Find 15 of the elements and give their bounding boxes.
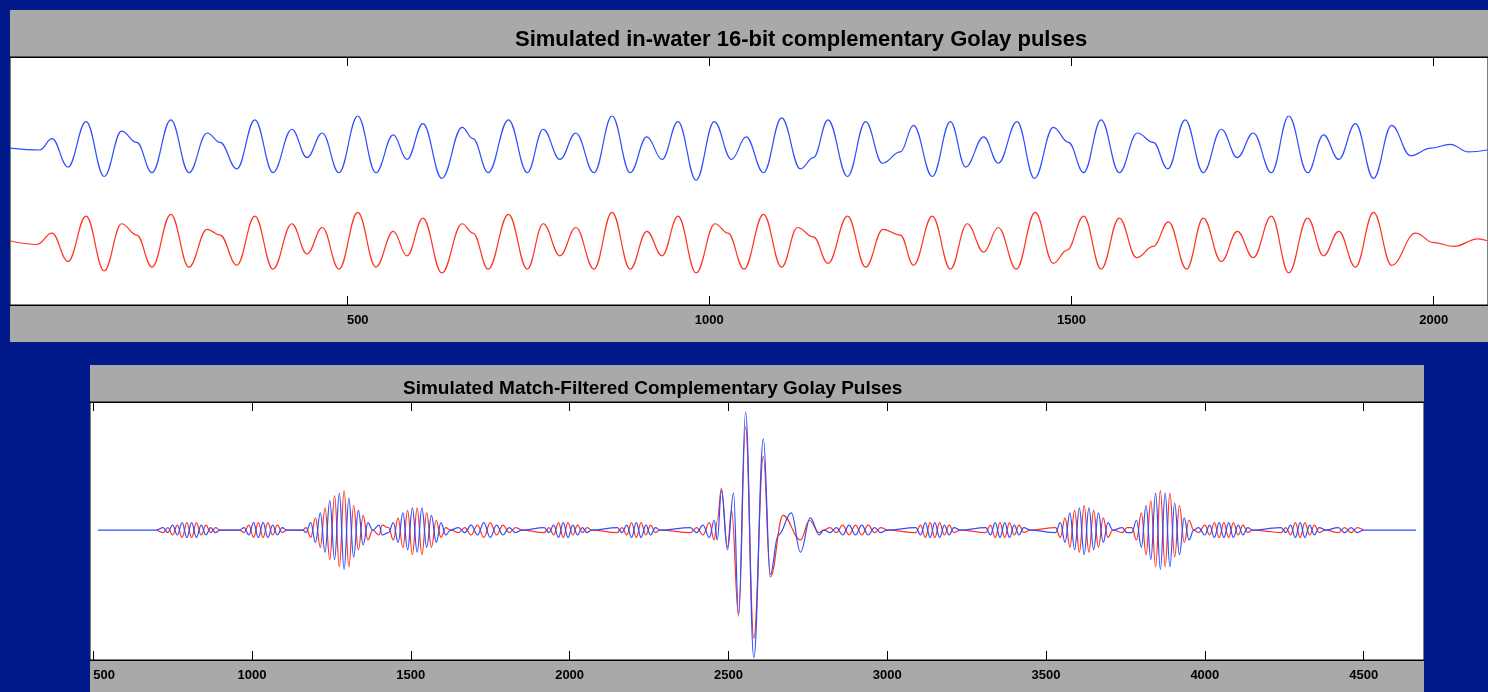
x-tick-label: 500 <box>346 312 369 327</box>
x-tick-label: 1500 <box>396 667 426 682</box>
x-tick-label: 1000 <box>237 667 267 682</box>
x-tick-label: 4500 <box>1349 667 1379 682</box>
x-tick-label: 2500 <box>713 667 743 682</box>
x-tick-label: 500 <box>93 667 115 682</box>
x-tick-label: 1000 <box>694 312 724 327</box>
x-tick-label: 4000 <box>1190 667 1220 682</box>
chart-title: Simulated in-water 16-bit complementary Golay pulses <box>515 25 1088 51</box>
x-tick-label: 2000 <box>555 667 585 682</box>
x-tick-label: 1500 <box>1056 312 1086 327</box>
chart-title: Simulated Match-Filtered Complementary Golay Pulses <box>403 377 903 398</box>
x-tick-label: 3000 <box>872 667 902 682</box>
x-tick-label: 2000 <box>1419 312 1449 327</box>
x-tick-label: 3500 <box>1031 667 1061 682</box>
